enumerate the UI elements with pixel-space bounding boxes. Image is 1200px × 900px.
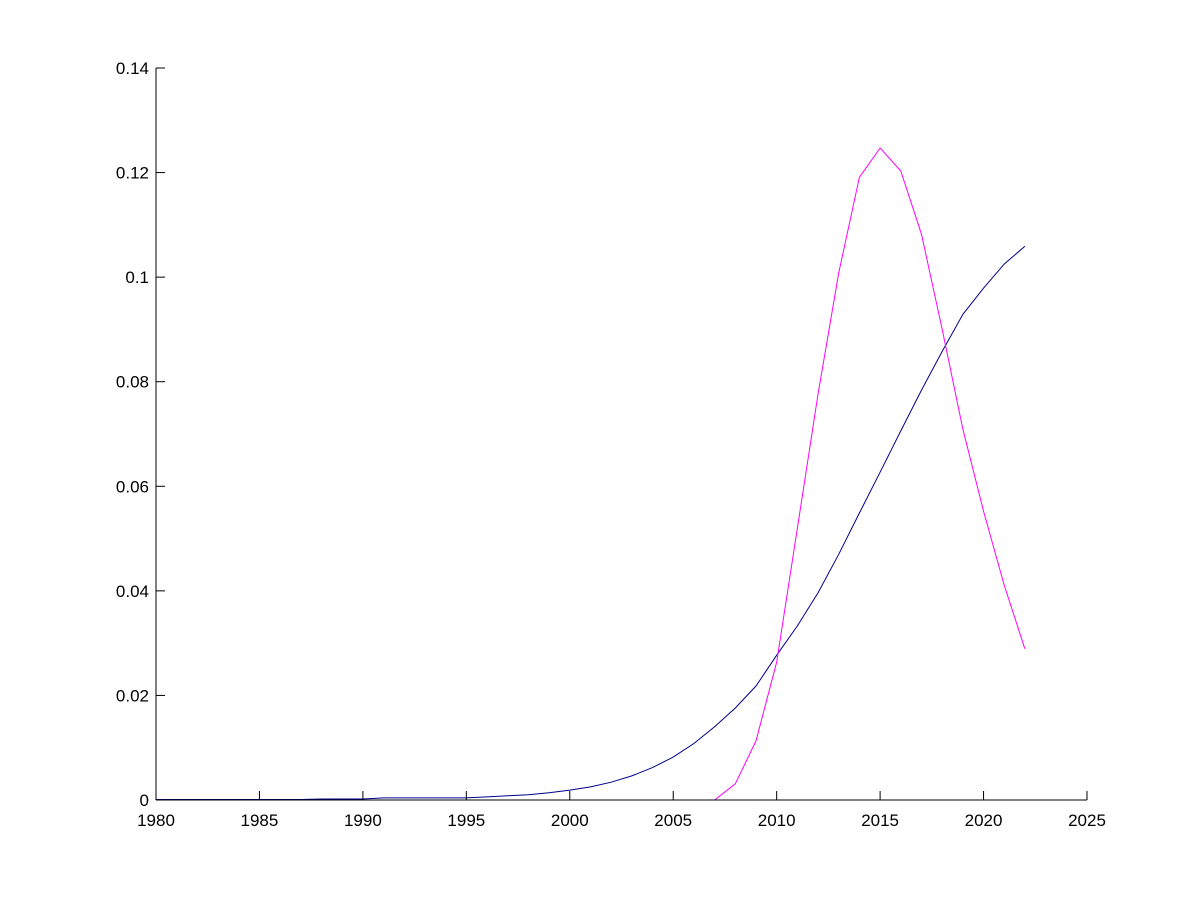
x-tick-label: 2015 (861, 811, 899, 830)
x-tick-label: 1980 (137, 811, 175, 830)
x-tick-label: 2010 (758, 811, 796, 830)
y-tick-label: 0.02 (116, 686, 149, 705)
y-tick-label: 0.12 (116, 164, 149, 183)
y-tick-label: 0.04 (116, 582, 149, 601)
x-tick-label: 1985 (241, 811, 279, 830)
series-line-2 (156, 147, 1026, 801)
y-tick-label: 0.14 (116, 59, 149, 78)
y-tick-label: 0.06 (116, 477, 149, 496)
x-tick-label: 1990 (344, 811, 382, 830)
x-tick-label: 2025 (1068, 811, 1106, 830)
y-tick-label: 0.1 (125, 268, 149, 287)
series-layer (156, 147, 1026, 801)
series-line-1 (156, 245, 1026, 800)
x-tick-label: 2020 (965, 811, 1003, 830)
x-ticks: 1980 1985 1990 1995 2000 2005 2010 2015 2020 2025 (137, 791, 1106, 830)
y-tick-label: 0.08 (116, 373, 149, 392)
x-tick-label: 1995 (447, 811, 485, 830)
y-ticks: 0 0.02 0.04 0.06 0.08 0.1 0.12 0.14 (116, 59, 165, 810)
x-tick-label: 2000 (551, 811, 589, 830)
x-tick-label: 2005 (654, 811, 692, 830)
y-tick-label: 0 (140, 791, 149, 810)
